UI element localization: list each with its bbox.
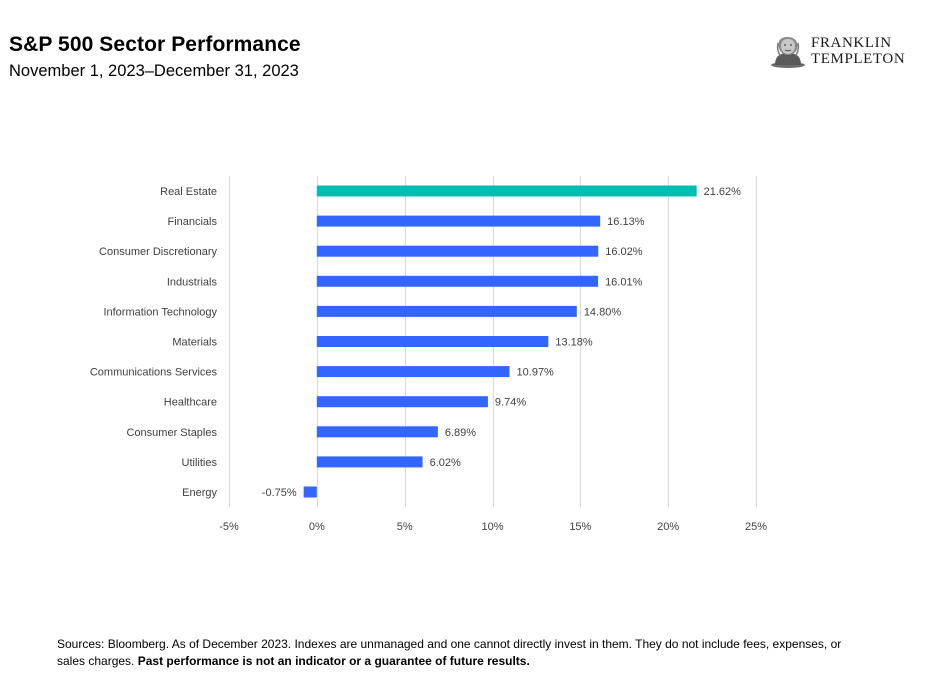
- x-tick-label: 5%: [397, 521, 413, 533]
- logo-wordmark: FRANKLIN TEMPLETON: [811, 35, 905, 67]
- data-label: 10.97%: [517, 367, 555, 379]
- franklin-portrait-icon: [771, 37, 805, 68]
- data-label: 14.80%: [584, 306, 622, 318]
- x-tick-label: 20%: [657, 521, 679, 533]
- logo-line-1: FRANKLIN: [811, 35, 892, 51]
- category-label: Financials: [167, 216, 217, 228]
- category-label: Utilities: [182, 457, 218, 469]
- bar: [316, 215, 601, 227]
- category-label: Energy: [182, 487, 217, 499]
- data-label: 13.18%: [555, 337, 593, 349]
- bar: [316, 426, 438, 438]
- x-axis-ticks: -5% 0% 5% 10% 15% 20% 25%: [219, 521, 767, 533]
- data-label: 16.02%: [605, 246, 643, 258]
- bar: [316, 275, 599, 287]
- x-tick-label: 15%: [569, 521, 591, 533]
- data-label: 6.89%: [445, 427, 476, 439]
- data-labels: 21.62% 16.13% 16.02% 16.01% 14.80% 13.18% 10.9…: [262, 186, 741, 499]
- chart-subtitle: November 1, 2023–December 31, 2023: [9, 62, 299, 80]
- sector-performance-chart: Real Estate Financials Consumer Discretion…: [90, 176, 767, 533]
- bar: [316, 336, 549, 347]
- data-label: 16.01%: [605, 276, 643, 288]
- footnote: Sources: Bloomberg. As of December 2023.…: [57, 636, 857, 670]
- data-label: -0.75%: [262, 487, 297, 499]
- bar: [316, 245, 599, 257]
- bar: [316, 305, 577, 317]
- category-label: Healthcare: [164, 397, 217, 409]
- category-label: Consumer Discretionary: [99, 246, 217, 258]
- data-label: 6.02%: [430, 457, 461, 469]
- x-tick-label: 10%: [481, 521, 503, 533]
- data-label: 16.13%: [607, 216, 645, 228]
- logo-line-2: TEMPLETON: [811, 51, 906, 67]
- category-label: Materials: [172, 337, 217, 349]
- bar: [303, 486, 317, 498]
- category-label: Information Technology: [103, 306, 217, 318]
- footnote-text: Sources: Bloomberg. As of December 2023.…: [57, 637, 842, 668]
- x-tick-label: 0%: [309, 521, 325, 533]
- category-label: Real Estate: [160, 186, 217, 198]
- category-label: Industrials: [167, 276, 218, 288]
- bar: [316, 396, 488, 408]
- chart-title: S&P 500 Sector Performance: [9, 33, 301, 56]
- bars: [303, 185, 697, 498]
- footnote-disclaimer: Past performance is not an indicator or …: [137, 654, 530, 668]
- x-tick-label: 25%: [745, 521, 767, 533]
- franklin-templeton-logo: FRANKLIN TEMPLETON: [770, 34, 920, 68]
- data-label: 9.74%: [495, 397, 526, 409]
- category-labels: Real Estate Financials Consumer Discretion…: [90, 186, 218, 499]
- bar: [316, 456, 423, 468]
- x-tick-label: -5%: [219, 521, 239, 533]
- category-label: Communications Services: [90, 367, 218, 379]
- bar: [316, 185, 697, 197]
- category-label: Consumer Staples: [127, 427, 218, 439]
- bar: [316, 366, 510, 378]
- data-label: 21.62%: [704, 186, 742, 198]
